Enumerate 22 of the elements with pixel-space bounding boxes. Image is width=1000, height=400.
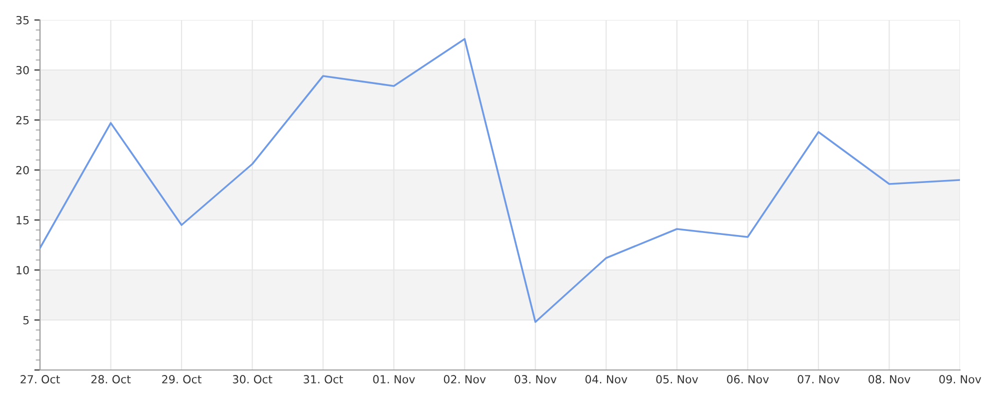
- x-tick-label: 01. Nov: [373, 375, 415, 384]
- y-tick-label: 5: [23, 316, 29, 324]
- x-tick-label: 30. Oct: [232, 375, 272, 384]
- x-tick-label: 04. Nov: [585, 375, 628, 384]
- x-tick-label: 02. Nov: [444, 375, 486, 384]
- y-tick-label: 10: [16, 266, 29, 274]
- x-tick-label: 28. Oct: [91, 375, 131, 384]
- x-tick-label: 03. Nov: [514, 375, 556, 384]
- x-tick-label: 09. Nov: [939, 375, 982, 384]
- y-tick-label: 20: [16, 166, 29, 174]
- line-series: [40, 38, 960, 323]
- x-tick-label: 27. Oct: [20, 375, 60, 384]
- x-tick-label: 06. Nov: [726, 375, 769, 384]
- y-tick-label: 30: [16, 66, 29, 74]
- x-tick-label: 08. Nov: [868, 375, 910, 384]
- y-tick-label: 25: [16, 116, 29, 124]
- x-tick-label: 31. Oct: [304, 375, 344, 384]
- x-tick-label: 29. Oct: [162, 375, 202, 384]
- x-tick-label: 07. Nov: [798, 375, 840, 384]
- y-tick-label: 35: [16, 16, 29, 24]
- y-tick-label: 15: [16, 216, 29, 224]
- x-tick-label: 05. Nov: [656, 375, 698, 384]
